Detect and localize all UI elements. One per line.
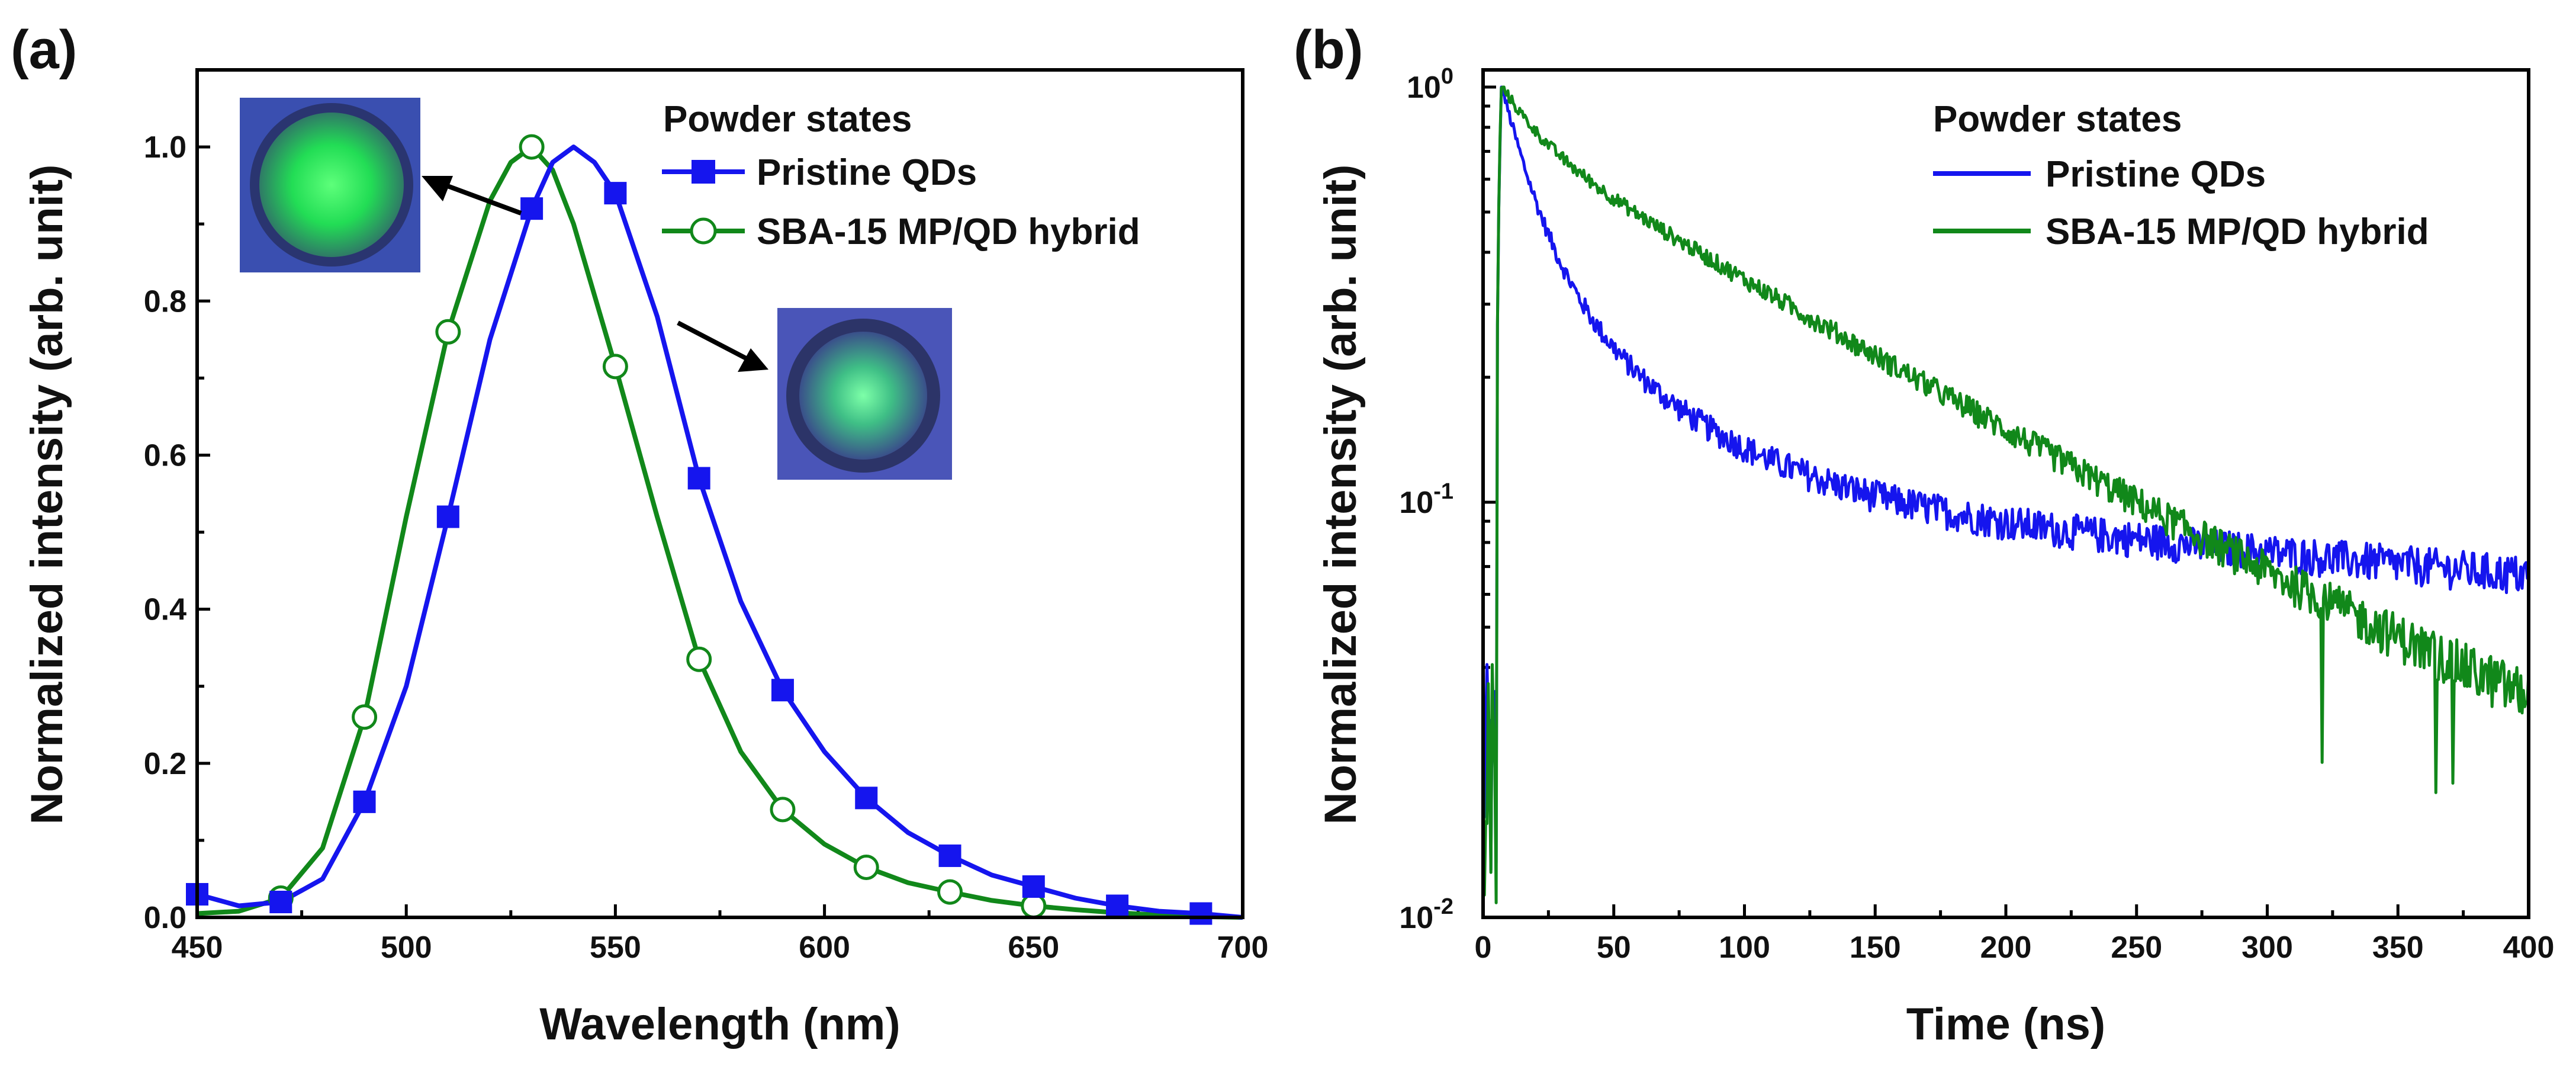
chart-b-x-axis-label: Time (ns) bbox=[1906, 999, 2105, 1049]
chart-a-point-hybrid bbox=[435, 319, 461, 345]
chart-b-y-tick-label: 10-2 bbox=[1399, 894, 1453, 935]
legend-label-pristine-b: Pristine QDs bbox=[2046, 154, 2266, 195]
chart-a-x-tick-label: 600 bbox=[799, 930, 850, 965]
chart-b-x-tick-label: 100 bbox=[1719, 930, 1770, 965]
chart-a-y-tick-label: 0.0 bbox=[144, 901, 186, 935]
chart-a-y-tick-label: 0.8 bbox=[144, 284, 186, 319]
legend-label-hybrid-b: SBA-15 MP/QD hybrid bbox=[2046, 211, 2429, 252]
chart-a-point-hybrid bbox=[519, 134, 545, 160]
legend-title-a: Powder states bbox=[663, 99, 912, 140]
legend-item-hybrid-b: SBA-15 MP/QD hybrid bbox=[1933, 211, 2429, 252]
chart-a-x-tick-label: 450 bbox=[172, 930, 223, 965]
chart-b-x-tick-label: 400 bbox=[2503, 930, 2555, 965]
chart-b-y-axis-label: Normalized intensity (arb. unit) bbox=[1316, 165, 1366, 825]
chart-b-series-line-hybrid bbox=[1481, 85, 2530, 904]
chart-a-x-tick-label: 550 bbox=[590, 930, 641, 965]
chart-a-point-pristine bbox=[520, 197, 543, 220]
chart-a-y-tick-label: 0.4 bbox=[144, 593, 186, 627]
chart-a-point-hybrid bbox=[686, 646, 712, 672]
chart-b-series-line-pristine bbox=[1481, 85, 2530, 872]
chart-a-y-tick-label: 1.0 bbox=[144, 130, 186, 165]
chart-a-series-line-hybrid bbox=[197, 145, 1243, 920]
legend-item-hybrid-a: SBA-15 MP/QD hybrid bbox=[662, 211, 1140, 252]
legend-title-b: Powder states bbox=[1933, 99, 2182, 140]
chart-a-point-pristine bbox=[855, 786, 878, 810]
chart-b-x-tick-label: 200 bbox=[1980, 930, 2032, 965]
chart-b-y-tick-base: 10 bbox=[1399, 486, 1433, 520]
chart-a-point-hybrid bbox=[352, 704, 378, 730]
chart-b-x-tick-label: 150 bbox=[1850, 930, 1901, 965]
chart-b-y-tick-exp: 0 bbox=[1441, 64, 1453, 89]
chart-b-x-tick-label: 50 bbox=[1597, 930, 1631, 965]
chart-b-y-tick-exp: -1 bbox=[1433, 479, 1453, 504]
chart-b-y-tick-base: 10 bbox=[1399, 901, 1433, 935]
inset-photo-pristine bbox=[777, 308, 952, 480]
panel-label-b: (b) bbox=[1294, 20, 1363, 80]
chart-a-legend: Powder states Pristine QDs SBA-15 MP/QD … bbox=[662, 99, 1140, 252]
chart-b: (b) 0 50 100 150 200 250 300 350 40010010-110-2 … bbox=[1294, 20, 2554, 1049]
chart-a-point-pristine bbox=[771, 679, 794, 702]
legend-item-pristine-b: Pristine QDs bbox=[1933, 154, 2266, 195]
chart-b-y-tick-base: 10 bbox=[1407, 70, 1441, 105]
chart-a-y-tick-label: 0.6 bbox=[144, 438, 186, 473]
legend-item-pristine-a: Pristine QDs bbox=[662, 152, 977, 193]
chart-b-y-tick-label: 10-1 bbox=[1399, 479, 1453, 520]
panel-label-a: (a) bbox=[11, 20, 77, 80]
chart-b-axes-frame bbox=[1481, 68, 2530, 919]
chart-a-point-pristine bbox=[1189, 902, 1213, 925]
chart-a-ticks: 450 500 550 600 650 700 0.0 0.2 0.4 0.6 0.8 1.0 bbox=[144, 68, 1269, 965]
chart-a-plot-area bbox=[186, 134, 1243, 925]
chart-a-point-pristine bbox=[353, 790, 376, 813]
chart-a-x-tick-label: 650 bbox=[1008, 930, 1059, 965]
chart-a-point-pristine bbox=[687, 467, 710, 490]
legend-label-hybrid-a: SBA-15 MP/QD hybrid bbox=[757, 211, 1140, 252]
chart-a-point-pristine bbox=[1022, 875, 1045, 898]
chart-a-axes-frame bbox=[195, 68, 1244, 919]
chart-a-point-pristine bbox=[269, 890, 292, 913]
chart-a-point-hybrid bbox=[853, 854, 879, 880]
chart-a-point-hybrid bbox=[1021, 893, 1047, 919]
chart-b-x-tick-label: 0 bbox=[1475, 930, 1492, 965]
chart-a-point-pristine bbox=[1106, 894, 1129, 917]
chart-b-x-tick-label: 350 bbox=[2372, 930, 2424, 965]
chart-a-point-pristine bbox=[436, 505, 459, 528]
inset-photo-hybrid bbox=[240, 98, 420, 272]
inset-arrow-hybrid bbox=[422, 176, 522, 216]
chart-b-x-tick-label: 300 bbox=[2241, 930, 2293, 965]
legend-label-pristine-a: Pristine QDs bbox=[757, 152, 977, 193]
chart-a-point-pristine bbox=[938, 844, 961, 867]
chart-a-x-axis-label: Wavelength (nm) bbox=[539, 999, 900, 1049]
chart-b-plot-area bbox=[1481, 85, 2530, 904]
chart-a-series-line-pristine bbox=[196, 145, 1243, 920]
inset-arrow-pristine bbox=[677, 320, 768, 372]
chart-a-y-axis-label: Normalized intensity (arb. unit) bbox=[22, 165, 72, 825]
chart-a-y-tick-label: 0.2 bbox=[144, 747, 186, 781]
chart-a-point-pristine bbox=[604, 182, 627, 205]
chart-a-point-hybrid bbox=[602, 354, 628, 380]
chart-a-point-hybrid bbox=[937, 879, 963, 905]
chart-a-point-hybrid bbox=[770, 797, 796, 823]
chart-a: (a) 450 500 550 600 650 700 0.0 0.2 0.4 0.6 0.8 1.0… bbox=[11, 20, 1268, 1049]
chart-a-x-tick-label: 700 bbox=[1217, 930, 1269, 965]
chart-b-y-tick-label: 100 bbox=[1407, 64, 1453, 105]
chart-b-legend: Powder states Pristine QDs SBA-15 MP/QD … bbox=[1933, 99, 2429, 252]
chart-b-x-tick-label: 250 bbox=[2111, 930, 2162, 965]
chart-b-y-tick-exp: -2 bbox=[1433, 894, 1453, 919]
chart-a-x-tick-label: 500 bbox=[381, 930, 432, 965]
